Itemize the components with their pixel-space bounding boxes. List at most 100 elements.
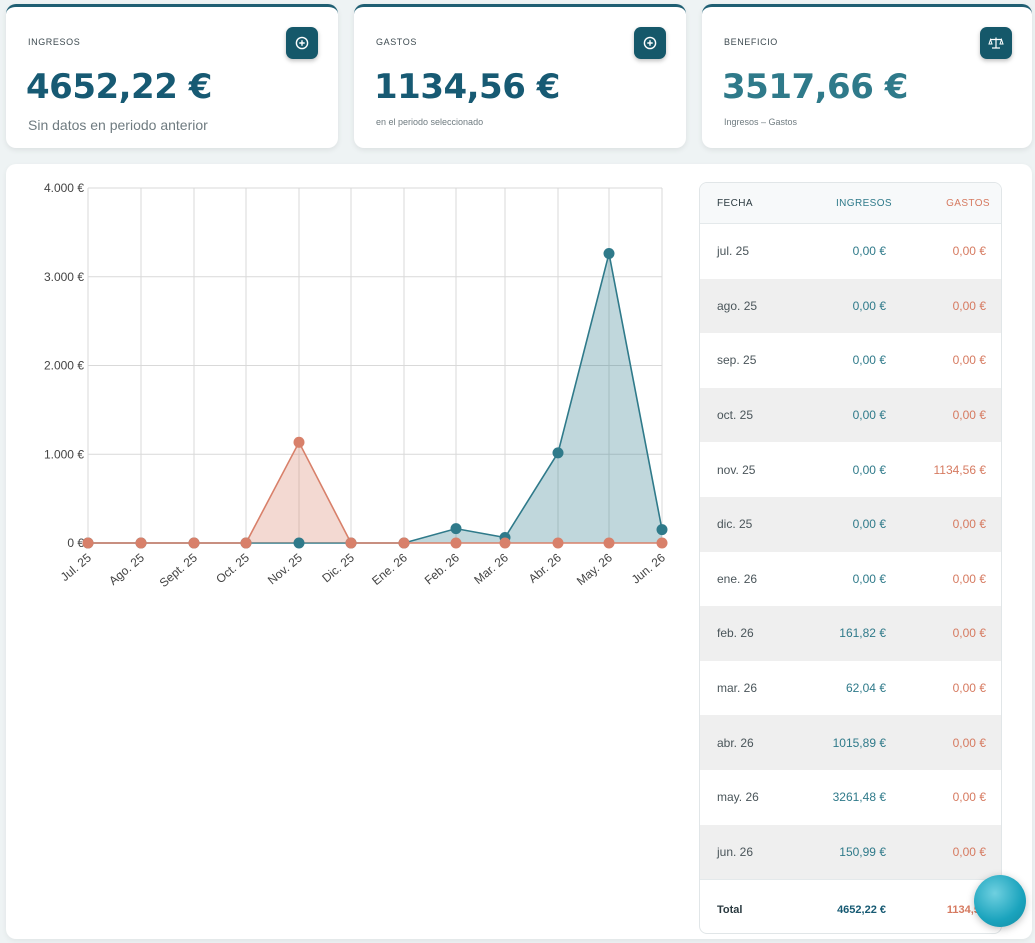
series-0-point xyxy=(450,523,462,535)
x-tick-label: May. 26 xyxy=(574,550,615,588)
cell-ingresos: 0,00 € xyxy=(852,353,886,368)
series-0-point xyxy=(293,537,305,549)
cell-ingresos: 0,00 € xyxy=(852,244,886,259)
x-tick-label: Ene. 26 xyxy=(369,550,410,588)
beneficio-label: BENEFICIO xyxy=(724,37,778,47)
series-1-point xyxy=(450,537,462,549)
beneficio-sub: Ingresos – Gastos xyxy=(724,117,798,127)
series-1-point xyxy=(398,537,410,549)
table-row: jul. 25 0,00 € 0,00 € xyxy=(700,224,1001,279)
cell-fecha: may. 26 xyxy=(717,790,759,805)
cell-gastos: 0,00 € xyxy=(952,298,986,313)
series-1-point xyxy=(293,436,305,448)
table-row: abr. 26 1015,89 € 0,00 € xyxy=(700,715,1001,770)
cell-gastos: 0,00 € xyxy=(952,408,986,423)
series-1-point xyxy=(552,537,564,549)
chat-bubble-button[interactable] xyxy=(974,875,1026,927)
table-row: mar. 26 62,04 € 0,00 € xyxy=(700,661,1001,716)
cell-gastos: 0,00 € xyxy=(952,626,986,641)
table-row: sep. 25 0,00 € 0,00 € xyxy=(700,333,1001,388)
cell-gastos: 0,00 € xyxy=(952,517,986,532)
ingresos-value: 4652,22 € xyxy=(26,67,212,107)
y-tick-label: 0 € xyxy=(67,536,84,550)
y-tick-label: 4.000 € xyxy=(44,181,84,195)
add-ingreso-button[interactable] xyxy=(286,27,318,59)
cell-gastos: 0,00 € xyxy=(952,244,986,259)
table-row: jun. 26 150,99 € 0,00 € xyxy=(700,824,1001,880)
beneficio-button[interactable] xyxy=(980,27,1012,59)
cell-gastos: 0,00 € xyxy=(952,844,986,859)
cell-fecha: oct. 25 xyxy=(717,408,754,423)
series-1-point xyxy=(82,537,94,549)
x-tick-label: Jul. 25 xyxy=(58,550,94,584)
x-tick-label: Sept. 25 xyxy=(157,550,200,590)
cell-fecha: ene. 26 xyxy=(717,571,758,586)
table-row: dic. 25 0,00 € 0,00 € xyxy=(700,496,1001,552)
gastos-label: GASTOS xyxy=(376,37,417,47)
series-1-point xyxy=(240,537,252,549)
series-1-point xyxy=(603,537,615,549)
cell-fecha: dic. 25 xyxy=(717,517,753,532)
plus-circle-icon xyxy=(295,36,309,50)
cell-fecha: sep. 25 xyxy=(717,353,757,368)
cell-ingresos: 0,00 € xyxy=(852,462,886,477)
table-row: oct. 25 0,00 € 0,00 € xyxy=(700,387,1001,443)
cell-ingresos: 150,99 € xyxy=(839,844,886,859)
header-fecha[interactable]: FECHA xyxy=(717,197,753,209)
y-tick-label: 1.000 € xyxy=(44,447,84,461)
cell-gastos: 0,00 € xyxy=(952,353,986,368)
income-expense-chart: 0 € 1.000 € 2.000 € 3.000 € 4.000 € Jul. 25 Ag… xyxy=(44,181,668,590)
scale-icon xyxy=(988,37,1004,49)
cell-fecha: jun. 26 xyxy=(717,844,754,859)
cell-gastos: 0,00 € xyxy=(952,790,986,805)
x-tick-label: Nov. 25 xyxy=(265,550,305,587)
table-row: feb. 26 161,82 € 0,00 € xyxy=(700,606,1001,661)
cell-ingresos: 3261,48 € xyxy=(832,790,886,805)
series-1-point xyxy=(188,537,200,549)
x-tick-label: Jun. 26 xyxy=(629,550,668,586)
x-tick-label: Oct. 25 xyxy=(213,550,252,586)
table-row: nov. 25 0,00 € 1134,56 € xyxy=(700,442,1001,497)
table-row: may. 26 3261,48 € 0,00 € xyxy=(700,770,1001,825)
series-0-area xyxy=(88,253,662,544)
cell-gastos: 0,00 € xyxy=(952,681,986,696)
x-tick-label: Mar. 26 xyxy=(471,550,511,587)
plus-circle-icon xyxy=(643,36,657,50)
beneficio-card: BENEFICIO 3517,66 € Ingresos – Gastos xyxy=(702,4,1032,148)
series-1-point xyxy=(345,537,357,549)
gastos-sub: en el periodo seleccionado xyxy=(376,117,484,127)
header-gastos[interactable]: GASTOS xyxy=(946,197,990,209)
add-gasto-button[interactable] xyxy=(634,27,666,59)
header-ingresos[interactable]: INGRESOS xyxy=(836,197,892,209)
series-1-point xyxy=(499,537,511,549)
cell-fecha: feb. 26 xyxy=(717,626,754,641)
cell-ingresos: 161,82 € xyxy=(839,626,886,641)
cell-ingresos: 0,00 € xyxy=(852,517,886,532)
cell-ingresos: 62,04 € xyxy=(845,681,886,696)
ingresos-sub: Sin datos en periodo anterior xyxy=(28,117,208,133)
series-1-point xyxy=(135,537,147,549)
table-row: ene. 26 0,00 € 0,00 € xyxy=(700,552,1001,607)
ingresos-label: INGRESOS xyxy=(28,37,81,47)
series-1-point xyxy=(656,537,668,549)
total-ingresos: 4652,22 € xyxy=(837,903,886,916)
beneficio-value: 3517,66 € xyxy=(722,67,908,107)
x-tick-label: Abr. 26 xyxy=(526,550,564,585)
cell-ingresos: 0,00 € xyxy=(852,298,886,313)
cell-fecha: ago. 25 xyxy=(717,298,758,313)
y-tick-label: 3.000 € xyxy=(44,270,84,284)
cell-ingresos: 1015,89 € xyxy=(832,735,886,750)
total-gastos: 1134,56 xyxy=(946,903,986,916)
cell-gastos: 0,00 € xyxy=(952,571,986,586)
gastos-card: GASTOS 1134,56 € en el periodo seleccion… xyxy=(354,4,686,148)
series-0-point xyxy=(656,524,668,536)
cell-gastos: 0,00 € xyxy=(952,735,986,750)
cell-ingresos: 0,00 € xyxy=(852,408,886,423)
cell-fecha: jul. 25 xyxy=(717,244,750,259)
y-tick-label: 2.000 € xyxy=(44,359,84,373)
series-0-point xyxy=(603,248,615,260)
gastos-value: 1134,56 € xyxy=(374,67,560,107)
table-row: ago. 25 0,00 € 0,00 € xyxy=(700,278,1001,334)
x-tick-label: Feb. 26 xyxy=(422,550,462,587)
cell-ingresos: 0,00 € xyxy=(852,571,886,586)
